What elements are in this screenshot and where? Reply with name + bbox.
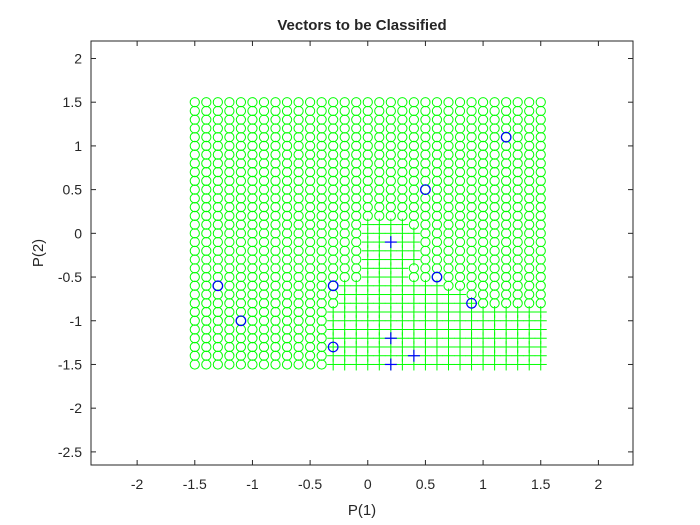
- grid-marker-circle: [362, 97, 373, 108]
- y-tick-label: 0: [74, 225, 82, 241]
- input-vector-circle: [327, 280, 339, 292]
- y-axis-ticks: 2 1.5 1 0.5 0 -0.5 -1 -1.5 -2 -2.5: [58, 50, 633, 460]
- chart-title: Vectors to be Classified: [277, 17, 446, 34]
- y-tick-label: -1.5: [58, 356, 82, 372]
- grid-marker-circle: [293, 97, 304, 108]
- grid-marker-circle: [431, 97, 443, 108]
- x-tick-label: 2: [595, 476, 603, 492]
- grid-marker-circle: [385, 97, 396, 108]
- plot-area-border: [90, 40, 634, 466]
- grid-marker-circle: [270, 97, 281, 108]
- classification-grid: [189, 97, 547, 371]
- grid-marker-circle: [397, 97, 408, 108]
- grid-marker-circle: [466, 97, 477, 108]
- input-vector-circle: [327, 341, 339, 353]
- grid-marker-circle: [316, 97, 327, 108]
- grid-marker-circle: [489, 97, 500, 108]
- x-tick-label: -2: [131, 476, 144, 492]
- grid-marker-circle: [443, 97, 454, 108]
- y-tick-label: 1.5: [63, 94, 83, 110]
- input-vector-circle: [466, 297, 477, 309]
- grid-marker-circle: [281, 97, 293, 108]
- x-axis-label: P(1): [348, 502, 376, 519]
- grid-marker-circle: [328, 97, 339, 108]
- x-tick-label: -1: [246, 476, 259, 492]
- grid-marker-circle: [408, 97, 419, 108]
- grid-marker-circle: [501, 97, 512, 108]
- grid-marker-circle: [235, 97, 247, 108]
- input-vector-plus: [407, 349, 420, 362]
- grid-marker-circle: [477, 97, 489, 108]
- y-tick-label: 0.5: [63, 182, 83, 198]
- input-vector-circle: [235, 315, 247, 327]
- grid-marker-circle: [189, 97, 200, 108]
- x-tick-label: 1: [479, 476, 487, 492]
- y-tick-label: -2: [70, 400, 83, 416]
- grid-marker-circle: [535, 97, 546, 108]
- x-tick-label: 1.5: [531, 476, 551, 492]
- y-tick-label: -2.5: [58, 444, 82, 460]
- grid-marker-circle: [339, 97, 350, 108]
- grid-marker-circle: [212, 97, 223, 108]
- input-vector-plus: [384, 358, 397, 371]
- grid-marker-circle: [201, 97, 212, 108]
- x-tick-label: 0: [364, 476, 372, 492]
- x-tick-label: -1.5: [183, 476, 207, 492]
- y-axis-label: P(2): [30, 239, 47, 267]
- y-tick-label: 2: [74, 50, 82, 66]
- input-vector-plus: [384, 332, 397, 345]
- x-tick-label: 0.5: [416, 476, 436, 492]
- input-vector-plus: [384, 236, 397, 249]
- grid-marker-circle: [247, 97, 258, 108]
- grid-marker-circle: [454, 97, 466, 108]
- x-tick-label: -0.5: [298, 476, 322, 492]
- y-tick-label: -0.5: [58, 269, 82, 285]
- grid-marker-circle: [305, 97, 316, 108]
- grid-marker-circle: [224, 97, 235, 108]
- y-tick-label: -1: [70, 313, 83, 329]
- input-vectors: [212, 131, 512, 371]
- grid-marker-circle: [524, 97, 535, 108]
- grid-marker-circle: [512, 97, 523, 108]
- x-axis-ticks: -2 -1.5 -1 -0.5 0 0.5 1 1.5 2: [131, 41, 603, 492]
- input-vector-circle: [500, 131, 512, 143]
- y-tick-label: 1: [74, 138, 82, 154]
- grid-marker-circle: [258, 97, 270, 108]
- grid-marker-circle: [374, 97, 385, 108]
- input-vector-circle: [431, 271, 443, 283]
- grid-marker-circle: [420, 97, 431, 108]
- input-vector-circle: [420, 184, 431, 196]
- input-vector-circle: [212, 280, 224, 292]
- grid-marker-circle: [351, 97, 362, 108]
